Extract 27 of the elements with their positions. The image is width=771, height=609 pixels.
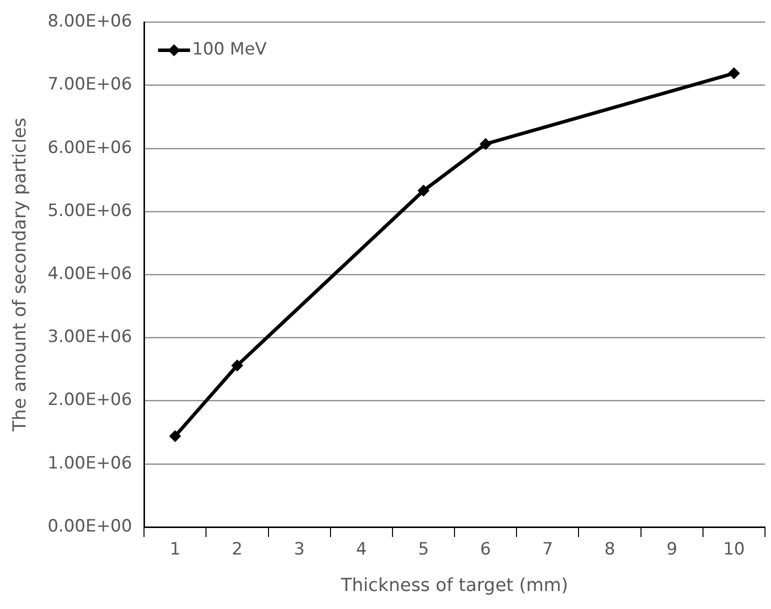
point (417, 184, 430, 197)
x-tick-label: 8 (604, 540, 616, 560)
legend-label: 100 MeV (192, 40, 268, 60)
x-tick-label: 4 (356, 540, 367, 560)
x-axis-title: Thickness of target (mm) (340, 574, 568, 596)
point (728, 67, 740, 80)
x-tick-label: 9 (666, 540, 678, 560)
point (231, 359, 244, 372)
x-tick-label: 10 (723, 540, 745, 560)
y-tick-label: 6.00E+06 (48, 138, 132, 158)
x-tick-label: 6 (480, 540, 491, 560)
x-tick-label: 2 (232, 540, 243, 560)
x-tick-label: 5 (418, 540, 429, 560)
y-tick-label: 5.00E+06 (48, 200, 132, 221)
y-tick-label: 7.00E+06 (48, 74, 132, 95)
y-tick-label: 2.00E+06 (48, 390, 132, 410)
y-tick-label: 1.00E+06 (48, 453, 132, 474)
y-tick-label: 8.00E+06 (48, 12, 132, 32)
x-tick-label: 1 (170, 540, 181, 560)
point (480, 138, 492, 150)
point (169, 430, 182, 442)
x-tick-label: 7 (542, 540, 554, 560)
y-tick-label: 3.00E+06 (48, 327, 132, 348)
x-tick-label: 3 (294, 540, 305, 560)
y-tick-label: 4.00E+06 (48, 264, 132, 284)
y-tick-label: 0.00E+00 (48, 516, 132, 536)
y-axis-title: The amount of secondary particles (9, 118, 30, 432)
